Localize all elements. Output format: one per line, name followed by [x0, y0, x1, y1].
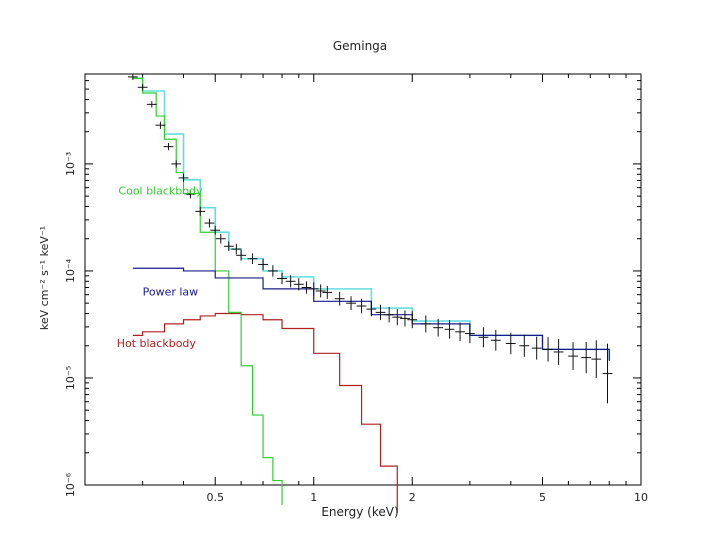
data-point — [171, 160, 182, 168]
hot-blackbody-label: Hot blackbody — [117, 337, 197, 350]
y-tick-label: 10⁻³ — [64, 152, 77, 176]
total-model-line — [132, 77, 611, 361]
y-tick-label: 10⁻⁶ — [64, 472, 77, 497]
data-point — [258, 258, 268, 271]
data-point — [247, 253, 258, 265]
data-point — [293, 278, 304, 291]
data-point — [277, 272, 287, 285]
data-point — [478, 327, 489, 348]
data-point — [146, 101, 157, 108]
data-point — [334, 291, 345, 306]
data-point — [392, 309, 403, 326]
data-point — [505, 332, 516, 355]
data-point — [301, 281, 312, 294]
y-axis-ticks: 10⁻³ 10⁻⁴ 10⁻⁵ 10⁻⁶ — [64, 80, 641, 497]
data-point — [490, 329, 501, 351]
data-point — [315, 284, 326, 298]
data-point — [185, 190, 196, 199]
data-point — [444, 320, 455, 339]
data-point — [455, 322, 465, 342]
x-tick-label: 1 — [310, 491, 317, 504]
data-point — [366, 301, 377, 317]
data-point — [375, 304, 386, 321]
data-point — [407, 311, 418, 329]
data-point — [285, 275, 296, 288]
y-tick-label: 10⁻⁴ — [64, 258, 77, 283]
annotations: Cool blackbody Power law Hot blackbody — [117, 184, 203, 350]
data-point — [356, 298, 367, 314]
data-point — [568, 342, 578, 371]
data-point — [236, 250, 247, 261]
data-point — [137, 84, 148, 91]
x-tick-label: 10 — [634, 491, 648, 504]
hot-blackbody-line — [132, 312, 398, 513]
data-point — [204, 218, 215, 228]
data-point — [400, 310, 410, 327]
data-point — [519, 334, 530, 357]
data-point — [531, 336, 542, 360]
cool-blackbody-label: Cool blackbody — [118, 184, 203, 197]
data-point — [433, 318, 444, 337]
chart-title: Geminga — [333, 39, 387, 53]
data-point — [384, 307, 395, 323]
data-point — [210, 225, 221, 235]
data-point — [591, 340, 602, 378]
data-point — [163, 143, 174, 151]
data-point — [346, 296, 356, 311]
plot-frame — [84, 73, 642, 486]
data-point — [553, 339, 564, 365]
data-point — [308, 282, 319, 296]
data-point — [178, 173, 189, 182]
data-point — [602, 343, 613, 404]
data-point — [581, 341, 592, 374]
data-point — [464, 323, 475, 344]
data-point — [155, 121, 166, 129]
data-point — [543, 337, 553, 362]
model-series — [132, 77, 611, 513]
x-tick-label: 0.5 — [206, 491, 224, 504]
power-law-label: Power law — [143, 285, 199, 298]
data-point — [267, 265, 278, 277]
data-point — [322, 285, 333, 299]
data-points — [127, 73, 613, 404]
data-point — [231, 243, 242, 255]
x-axis-label: Energy (keV) — [321, 505, 398, 519]
x-tick-label: 5 — [539, 491, 546, 504]
x-tick-label: 2 — [409, 491, 416, 504]
power-law-line — [132, 267, 610, 361]
data-point — [420, 315, 431, 333]
data-point — [215, 233, 226, 244]
y-tick-label: 10⁻⁵ — [64, 366, 77, 390]
data-point — [223, 241, 234, 252]
data-point — [127, 73, 138, 81]
data-point — [195, 206, 206, 216]
y-axis-label: keV cm⁻² s⁻¹ keV⁻¹ — [38, 226, 51, 330]
